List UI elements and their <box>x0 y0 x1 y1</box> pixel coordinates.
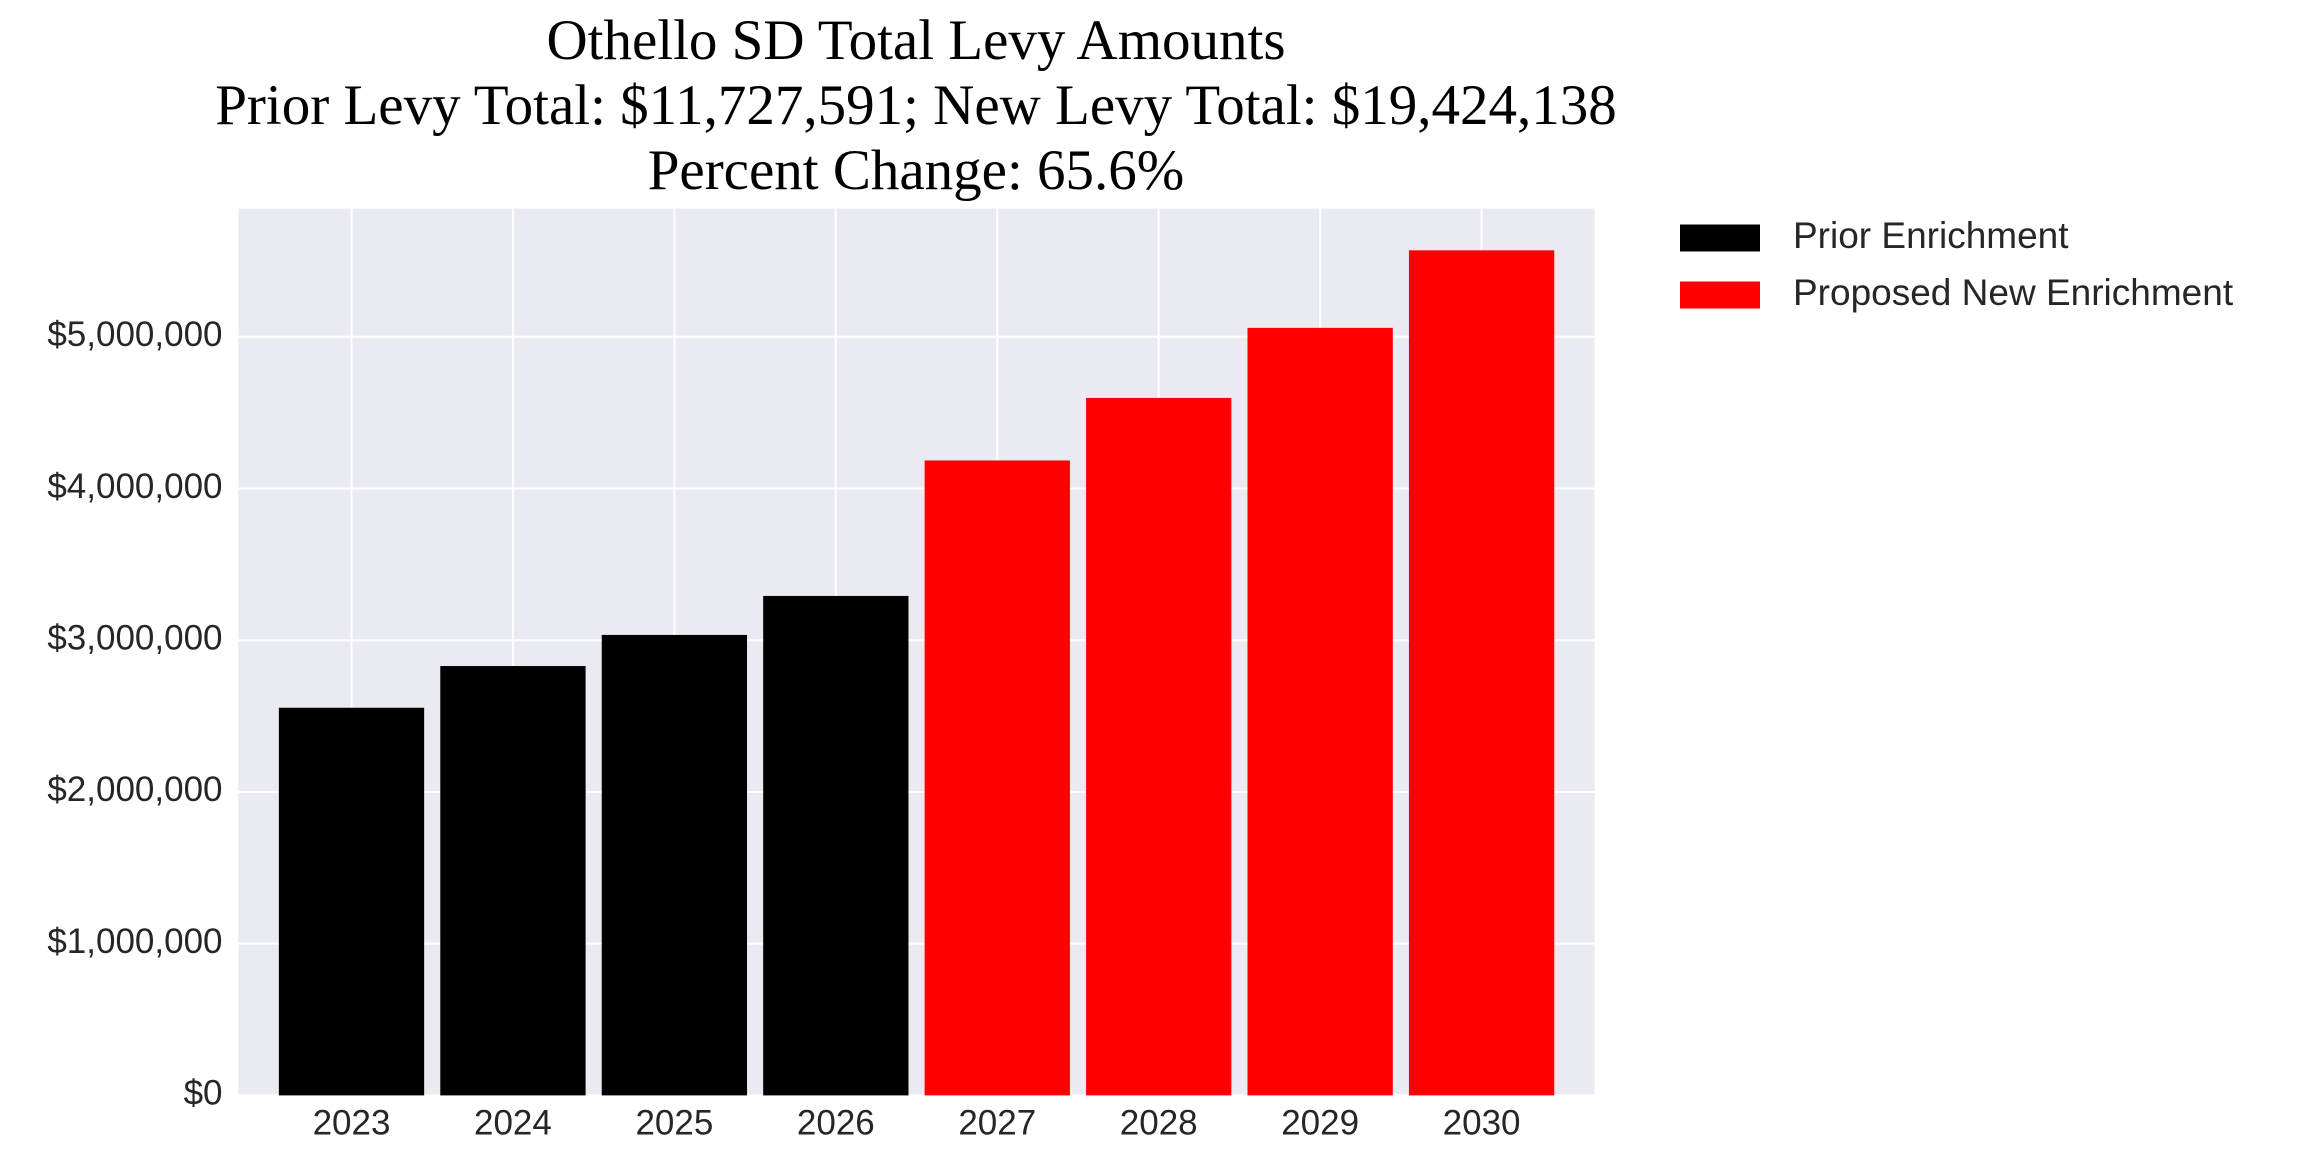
bars <box>278 250 1555 1096</box>
x-tick-label: 2025 <box>635 1104 713 1143</box>
bar <box>1086 397 1232 1096</box>
x-tick-label: 2028 <box>1120 1104 1198 1143</box>
bar <box>1408 250 1555 1096</box>
chart-subtitle: Percent Change: 65.6% <box>648 139 1185 202</box>
chart-subtitle: Prior Levy Total: $11,727,591; New Levy … <box>215 74 1617 137</box>
bar <box>1247 327 1393 1096</box>
x-tick-label: 2030 <box>1443 1104 1521 1143</box>
legend-label: Proposed New Enrichment <box>1793 272 2234 313</box>
legend-label: Prior Enrichment <box>1793 215 2069 256</box>
legend-swatch <box>1680 281 1760 309</box>
y-tick-label: $0 <box>184 1074 223 1113</box>
bar <box>924 460 1070 1096</box>
y-tick-label: $2,000,000 <box>47 770 222 809</box>
x-tick-label: 2026 <box>797 1104 875 1143</box>
legend: Prior Enrichment Proposed New Enrichment <box>1680 215 2234 313</box>
y-tick-label: $1,000,000 <box>47 922 222 961</box>
chart-title: Othello SD Total Levy Amounts <box>546 9 1285 72</box>
bar <box>601 634 748 1096</box>
x-tick-label: 2027 <box>958 1104 1036 1143</box>
y-tick-label: $5,000,000 <box>47 315 222 354</box>
legend-swatch <box>1680 224 1760 252</box>
bar <box>278 707 425 1096</box>
x-tick-label: 2024 <box>474 1104 552 1143</box>
bar <box>440 666 586 1096</box>
y-tick-label: $4,000,000 <box>47 467 222 506</box>
bar <box>763 595 909 1096</box>
x-tick-label: 2029 <box>1281 1104 1359 1143</box>
x-tick-label: 2023 <box>313 1104 391 1143</box>
y-tick-label: $3,000,000 <box>47 618 222 657</box>
